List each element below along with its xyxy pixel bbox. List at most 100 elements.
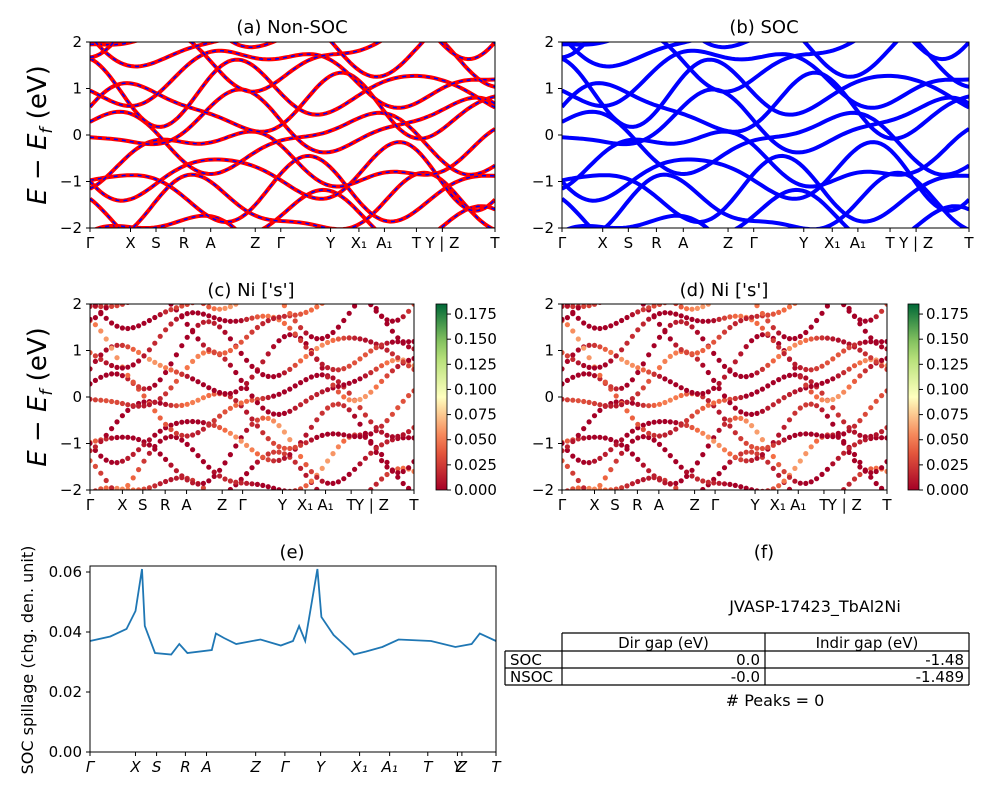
panel-d-point [662,418,668,425]
panel-c-point [179,276,184,281]
panel-d-point [727,324,733,331]
panel-c-point [314,486,320,490]
panel-d-point [608,323,614,329]
panel-c-point [131,507,136,512]
panel-c-colorbar-tick-label: 0.000 [454,481,497,499]
band-nonsoc-overlay-line [90,110,495,176]
panel-d-point [662,290,667,295]
panel-c-point [346,363,352,369]
panel-d-point [765,488,771,490]
panel-c-point [308,478,314,484]
panel-d-point [851,342,858,348]
panel-c-point [363,295,368,300]
panel-d-point [824,360,831,366]
panel-d-point [803,329,809,336]
panel-d-point [619,485,625,490]
panel-d-point [673,485,679,490]
panel-c-point [103,398,109,404]
panel-c-point [157,377,163,383]
panel-d-colorbar-tick-label: 0.125 [926,355,969,373]
panel-d-point [586,323,592,329]
band-soc-line [562,187,851,228]
panel-c-point [298,465,304,471]
panel-c-point [346,390,352,396]
panel-c-point [271,526,276,531]
panel-c-point [211,418,217,424]
panel-c-point [379,423,385,429]
panel-d-point [678,392,684,399]
panel-c-point [211,320,217,326]
panel-d-point [743,440,749,446]
panel-c-point [114,304,120,309]
panel-d-point [597,482,603,489]
panel-d-point [640,321,646,327]
panel-c-point [379,342,385,348]
band-nonsoc-line [93,204,495,228]
panel-c-point [90,366,93,372]
panel-d-point [673,319,679,325]
panel-d-point [830,434,836,440]
panel-c-point [227,405,233,411]
panel-c-point [363,290,368,295]
panel-d-point [846,446,852,452]
panel-d-point [851,442,858,448]
panel-c-point [179,304,185,309]
panel-c-point [173,352,179,358]
panel-d-point [613,386,619,392]
panel-d-point [629,333,636,339]
panel-d-point [884,346,887,352]
panel-c-point [146,437,152,443]
panel-c-point [200,426,206,432]
panel-c-point [125,487,131,490]
panel-d-point [667,481,673,487]
panel-d-point [640,385,646,391]
panel-c-point [293,514,298,519]
panel-d-point [635,365,641,371]
panel-c-point [330,382,336,388]
panel-d-point [830,289,835,294]
panel-c-point [384,439,390,445]
panel-a-ytick-label: 1 [72,80,82,98]
panel-d-point [635,456,641,462]
panel-d-point [857,321,863,327]
panel-d-point [868,355,874,361]
panel-c-point [352,280,357,285]
panel-c-point [90,316,93,322]
panel-d-point [700,336,706,342]
panel-d-point [673,304,679,307]
panel-c-point [190,329,196,335]
panel-c-point [130,435,136,441]
panel-c-point [109,362,115,369]
panel-c-point [92,353,98,359]
panel-d-point [575,372,581,378]
panel-d-point [587,289,592,294]
panel-c-point [341,317,347,324]
panel-d-point [608,447,614,453]
panel-d-point [879,308,885,314]
panel-c-point [92,358,98,364]
panel-c-point [406,339,412,345]
panel-c-point [287,408,293,414]
panel-d-point [624,359,630,365]
panel-d-point [656,433,663,439]
panel-c-point [254,324,260,331]
panel-d-point [562,458,565,464]
panel-c-ytick-label: 2 [72,295,82,313]
panel-c-point [136,403,142,409]
panel-c-point [244,409,250,415]
panel-c-point [411,468,414,474]
panel-d-point [602,435,608,441]
panel-c-point [146,347,152,353]
panel-d-point [765,514,770,519]
panel-c-point [206,464,212,470]
panel-c-point [276,314,282,320]
panel-d-point [570,374,576,380]
panel-d-point [662,310,668,316]
panel-c-point [179,371,185,377]
panel-c-point [281,451,287,457]
panel-c-point [335,379,341,385]
panel-c-colorbar-tick-label: 0.075 [454,406,497,424]
panel-c-point [222,318,228,324]
panel-d-point [575,347,581,353]
panel-d-point [624,314,630,321]
